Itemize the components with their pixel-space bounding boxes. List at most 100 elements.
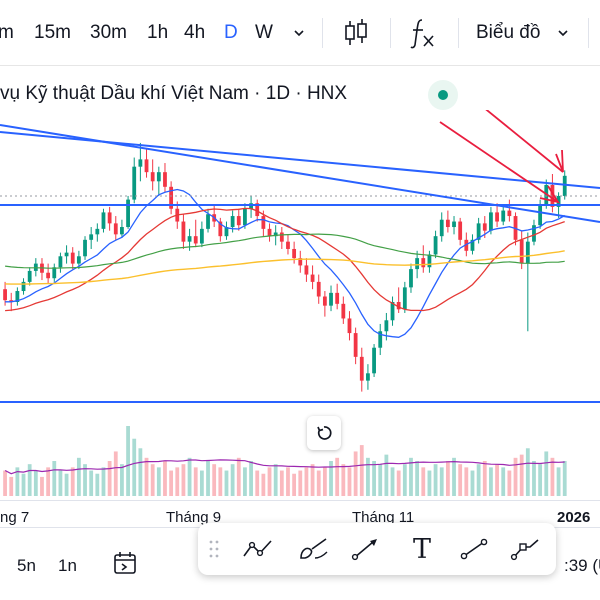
volume-bar (279, 470, 284, 496)
volume-bar (230, 464, 235, 496)
candle-body (267, 228, 272, 237)
timeframe-d[interactable]: D (224, 22, 238, 43)
path-tool[interactable] (506, 531, 546, 567)
reset-chart-button[interactable] (307, 416, 341, 450)
candle-body (9, 300, 14, 302)
candle-body (390, 302, 395, 321)
volume-bar (107, 461, 112, 496)
volume-bar (9, 476, 14, 496)
volume-bar (372, 461, 376, 496)
path-icon (510, 539, 539, 561)
time-axis-label: Tháng 11 (352, 509, 415, 526)
candle-body (329, 292, 333, 306)
volume-bar (83, 464, 87, 496)
volume-bar (341, 464, 346, 496)
time-axis-label: Tháng 9 (166, 509, 222, 526)
clock-timezone[interactable]: :39 (U (564, 556, 600, 575)
candle-body (70, 252, 75, 264)
candle-body (120, 227, 124, 235)
volume-bar (261, 473, 266, 496)
arrow-tool[interactable] (346, 531, 386, 567)
volume-bar (562, 461, 567, 496)
market-status-icon[interactable] (428, 80, 458, 110)
volume-bar (64, 473, 69, 496)
candle-body (21, 281, 26, 292)
candle-body (452, 221, 456, 228)
candle-body (427, 254, 432, 268)
timeframe-m[interactable]: m (0, 22, 14, 43)
text-tool[interactable]: T (402, 531, 442, 567)
candle-body (421, 258, 426, 268)
volume-bar (347, 467, 352, 496)
timeframe-30m[interactable]: 30m (90, 22, 127, 43)
volume-bar (359, 445, 364, 496)
candle-body (107, 212, 112, 224)
candle-body (138, 159, 143, 167)
volume-bar (532, 461, 536, 496)
candle-body (341, 303, 346, 319)
chart-type-chevron-down-icon[interactable] (556, 26, 570, 40)
volume-bar (150, 464, 155, 496)
sma-mid-line (5, 207, 565, 312)
timeframe-15m[interactable]: 15m (34, 22, 71, 43)
calendar-goto-icon[interactable] (112, 550, 140, 578)
volume-bar (390, 467, 395, 496)
candle-body (470, 239, 475, 251)
timeframe-w[interactable]: W (255, 22, 273, 43)
volume-bar (445, 461, 450, 496)
candle-body (150, 172, 155, 182)
arrow-icon (351, 539, 377, 561)
candlestick-icon[interactable] (340, 16, 372, 50)
range-5d-button[interactable]: 5n (17, 556, 36, 575)
volume-bar (427, 470, 432, 496)
volume-bar (249, 461, 253, 496)
volume-bar (21, 473, 26, 496)
annotation-arrow-head (555, 149, 564, 173)
time-axis[interactable]: ng 7 Tháng 9 Tháng 11 2026 (0, 500, 600, 526)
timeframe-4h[interactable]: 4h (184, 22, 206, 43)
annotation-arrow (439, 121, 559, 203)
price-chart[interactable] (0, 110, 600, 500)
volume-bars (3, 426, 567, 496)
candle-body (489, 212, 493, 231)
range-1d-button[interactable]: 1n (58, 556, 77, 575)
volume-bar (120, 464, 124, 496)
candle-body (359, 356, 364, 381)
candle-body (236, 216, 241, 226)
brush-icon (300, 538, 328, 559)
chart-type-button[interactable]: Biểu đồ (476, 22, 541, 43)
top-toolbar: m 15m 30m 1h 4h D W Biểu đồ (0, 0, 600, 66)
volume-bar (101, 467, 106, 496)
drawings[interactable] (0, 110, 600, 403)
volume-bar (538, 464, 543, 496)
trend-line-tool[interactable] (238, 531, 278, 567)
line-tool[interactable] (454, 531, 494, 567)
sma-long-line (5, 233, 565, 269)
volume-bar (439, 467, 444, 496)
timeframe-1h[interactable]: 1h (147, 22, 169, 43)
candle-body (384, 320, 389, 332)
volume-bar (156, 467, 161, 496)
volume-bar (273, 464, 278, 496)
annotation-arrow (485, 110, 564, 173)
volume-bar (255, 470, 260, 496)
volume-bar (452, 457, 456, 496)
toolbar-divider (458, 18, 459, 48)
timeframe-chevron-down-icon[interactable] (292, 26, 306, 40)
volume-bar (396, 470, 401, 496)
indicator-lines (4, 188, 566, 475)
candle-body (439, 219, 444, 237)
candle-body (46, 272, 51, 279)
volume-bar (470, 470, 475, 496)
volume-bar (27, 464, 32, 496)
candle-body (464, 239, 469, 251)
drag-handle-icon[interactable] (208, 539, 220, 559)
brush-tool[interactable] (294, 531, 334, 567)
candle-body (206, 214, 210, 229)
volume-bar (556, 467, 561, 496)
symbol-legend-title[interactable]: vụ Kỹ thuật Dầu khí Việt Nam · 1D · HNX (0, 83, 348, 104)
candle-body (89, 234, 94, 240)
candle-body (316, 281, 321, 297)
volume-bar (40, 476, 44, 496)
fx-indicators-icon[interactable] (406, 16, 438, 50)
